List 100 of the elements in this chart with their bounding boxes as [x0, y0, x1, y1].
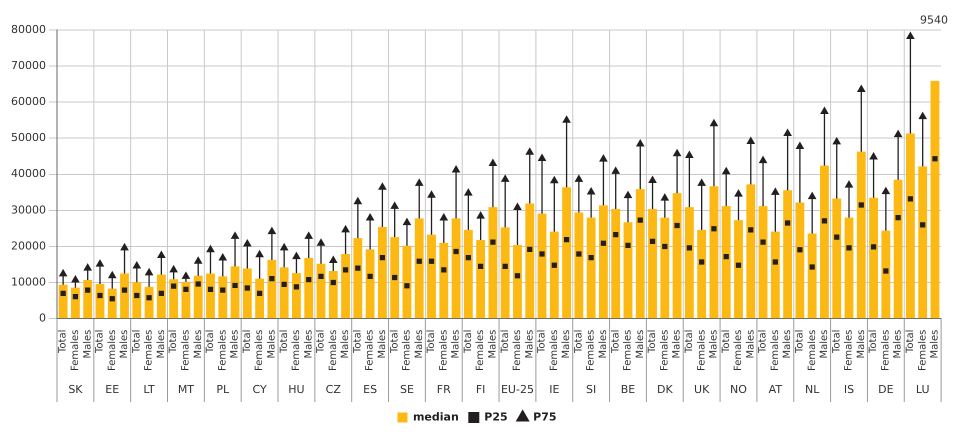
text: NL [804, 382, 820, 396]
x-tick-label: Females [733, 330, 744, 372]
x-tick-label: Total [278, 330, 290, 354]
bar [439, 242, 448, 318]
x-tick-label: Females [70, 330, 82, 372]
x-tick-label: Males [524, 330, 536, 359]
bar [550, 232, 559, 318]
bar [795, 202, 804, 318]
y-tick-label: 30000 [10, 203, 46, 216]
text: FR [436, 382, 452, 396]
text: MT [178, 382, 194, 396]
bar [488, 207, 498, 318]
x-tick-label: Males [561, 330, 572, 359]
bar [808, 233, 817, 318]
text: ES [363, 382, 378, 396]
text: IS [844, 382, 854, 396]
x-tick-label: Males [672, 330, 683, 359]
bar [746, 184, 756, 318]
text: SE [400, 382, 414, 396]
bar [353, 238, 362, 318]
x-tick-label: Total [242, 330, 253, 354]
x-tick-label: Males [856, 330, 867, 359]
x-tick-label: Total [58, 330, 69, 354]
text: CY [252, 382, 267, 396]
text: DE [878, 382, 894, 396]
x-tick-label: Females [106, 330, 118, 372]
bar [304, 258, 314, 318]
bar [182, 282, 190, 318]
bar [120, 274, 129, 318]
x-tick-label: Females [696, 330, 708, 372]
x-tick-label: Males [634, 330, 646, 359]
bar [156, 274, 166, 318]
bar [390, 237, 400, 318]
x-tick-label: Males [708, 330, 720, 359]
bar [624, 222, 632, 318]
text: PL [216, 382, 230, 396]
bar [427, 234, 436, 318]
bar [476, 240, 486, 318]
bar [280, 267, 289, 318]
bar [267, 260, 276, 318]
text: DK [656, 382, 674, 396]
legend-label: P75 [533, 410, 557, 424]
x-tick-label: Females [806, 330, 818, 372]
x-tick-label: Females [586, 330, 597, 372]
x-tick-label: Females [217, 330, 228, 372]
text: UK [694, 382, 710, 396]
bar [70, 288, 80, 318]
text: HU [288, 382, 305, 396]
x-tick-label: Males [819, 330, 830, 359]
bar [464, 230, 473, 318]
text: IE [549, 382, 560, 396]
text: FI [476, 382, 486, 396]
x-tick-label: Males [156, 330, 167, 359]
bar [218, 276, 228, 318]
x-tick-label: Total [831, 330, 842, 354]
bar [402, 246, 412, 318]
x-tick-label: Males [303, 330, 314, 359]
bar [328, 271, 338, 318]
legend-label: P25 [484, 410, 508, 424]
x-tick-label: Females [254, 330, 266, 372]
bar [83, 280, 92, 318]
x-tick-label: Males [230, 330, 241, 359]
x-tick-label: Females [512, 330, 524, 372]
text: LU [916, 382, 930, 396]
x-tick-label: Total [352, 330, 364, 354]
x-tick-label: Total [794, 330, 806, 354]
x-tick-label: Females [328, 330, 339, 372]
x-tick-label: Males [598, 330, 610, 359]
bar [930, 80, 940, 318]
bar [869, 198, 878, 318]
x-tick-label: Males [930, 330, 941, 359]
y-tick-label: 50000 [10, 131, 46, 144]
bar [255, 278, 264, 318]
bar [856, 152, 866, 318]
bar [684, 207, 694, 318]
text: EE [105, 382, 120, 396]
x-tick-label: Females [917, 330, 928, 372]
x-tick-label: Females [291, 330, 302, 372]
text: NO [730, 382, 748, 396]
bar [96, 284, 104, 318]
bar [414, 218, 424, 318]
x-tick-label: Females [659, 330, 670, 372]
bar [574, 212, 584, 318]
bar [452, 218, 460, 318]
bar [242, 268, 252, 318]
x-tick-label: Males [119, 330, 130, 359]
x-tick-label: Total [573, 330, 584, 354]
x-tick-label: Females [770, 330, 781, 372]
x-tick-label: Males [488, 330, 499, 359]
bar [710, 186, 718, 318]
x-tick-label: Females [548, 330, 560, 372]
bar [783, 190, 792, 318]
y-tick-label: 70000 [10, 58, 46, 72]
x-tick-label: Total [610, 330, 622, 354]
bar [206, 274, 215, 318]
x-tick-label: Total [94, 330, 106, 354]
bar [500, 227, 510, 318]
x-tick-label: Males [892, 330, 904, 359]
x-tick-label: Females [364, 330, 376, 372]
x-tick-label: Males [782, 330, 794, 359]
